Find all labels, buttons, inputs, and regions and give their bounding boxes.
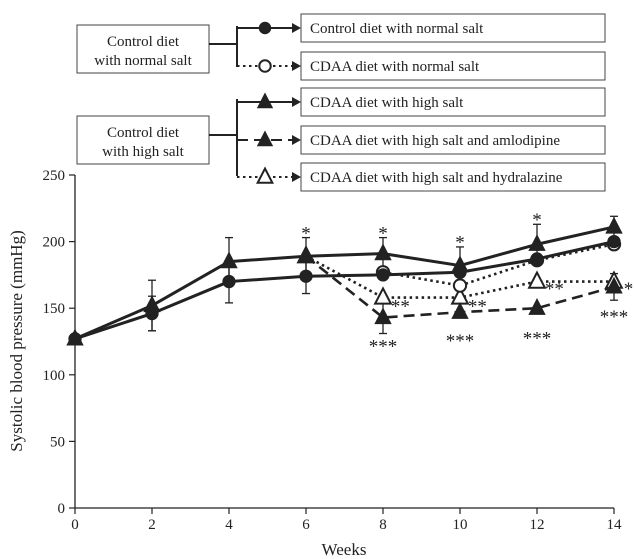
data-point: [66, 328, 84, 346]
significance-marker: **: [391, 297, 410, 318]
data-point: [374, 243, 392, 261]
legend-marker: [256, 130, 274, 147]
y-tick-label: 250: [43, 168, 66, 184]
legend-arrowhead: [292, 135, 301, 145]
data-point: [605, 216, 623, 234]
y-tick-label: 150: [43, 301, 66, 317]
legend-entry-label: CDAA diet with high salt: [310, 95, 464, 111]
series-line: [74, 225, 615, 341]
data-point: [527, 270, 547, 289]
data-point: [297, 246, 315, 263]
legend-group-box-normal-salt: [76, 24, 210, 74]
legend-entry-label: CDAA diet with high salt and hydralazine: [310, 170, 563, 186]
annotations: ************************: [301, 210, 634, 358]
y-tick-label: 50: [50, 434, 65, 450]
legend-entry-label: CDAA diet with high salt and amlodipine: [310, 133, 560, 149]
significance-marker: ***: [446, 331, 475, 352]
data-point: [299, 269, 313, 283]
data-point: [452, 278, 468, 293]
legend-group-label-line1: Control diet: [107, 34, 180, 50]
legend-bracket-normal-salt: [209, 26, 238, 67]
x-tick-label: 4: [225, 517, 233, 533]
y-tick-label: 0: [58, 501, 66, 517]
data-point: [605, 276, 623, 294]
y-tick-label: 200: [43, 235, 66, 251]
x-tick-label: 12: [530, 517, 545, 533]
data-point: [143, 295, 161, 313]
legend-entry-box: [300, 162, 606, 192]
x-tick-label: 14: [607, 517, 623, 533]
data-point: [373, 286, 393, 305]
x-tick-label: 8: [379, 517, 387, 533]
legend-entry-box: [300, 87, 606, 117]
significance-marker: *: [455, 233, 465, 254]
legend-entry-label: CDAA diet with normal salt: [310, 59, 480, 75]
data-point: [607, 234, 621, 249]
data-point: [530, 252, 544, 266]
legend-group-label-line1: Control diet: [107, 125, 180, 141]
legend-marker: [256, 92, 274, 109]
x-tick-label: 6: [302, 517, 310, 533]
significance-marker: ***: [600, 307, 629, 328]
legend-group-label-line2: with high salt: [102, 144, 184, 160]
significance-marker: **: [624, 279, 634, 300]
legend-arrowhead: [292, 61, 301, 71]
legend-bracket-high-salt: [209, 99, 238, 176]
legend-entry-box: [300, 51, 606, 81]
significance-marker: **: [545, 279, 564, 300]
significance-marker: *: [378, 223, 388, 244]
legend-group-label-line2: with normal salt: [94, 53, 192, 69]
plot-area: [66, 215, 624, 346]
legend-arrowhead: [292, 172, 301, 182]
y-axis-label: Systolic blood pressure (mmHg): [7, 230, 26, 451]
data-point: [222, 274, 236, 289]
y-tick-label: 100: [43, 368, 66, 384]
significance-marker: *: [532, 210, 542, 231]
legend-marker: [258, 59, 272, 73]
data-point: [528, 298, 546, 315]
legend: Control diet with normal salt Control di…: [76, 13, 606, 192]
series-line: [382, 242, 615, 287]
data-point: [220, 251, 238, 269]
axes: 0 50 100 150 200 250 0 2 4 6 8 10 12 14 Systolic blo…: [7, 168, 622, 559]
series-line: [74, 240, 615, 341]
legend-marker: [256, 166, 274, 184]
significance-marker: ***: [369, 336, 398, 357]
significance-marker: ***: [523, 329, 552, 350]
data-point: [528, 234, 546, 251]
legend-marker: [258, 21, 272, 35]
data-point: [451, 255, 469, 273]
data-point: [451, 302, 469, 319]
x-tick-label: 2: [148, 517, 156, 533]
legend-group-box-high-salt: [76, 115, 210, 165]
significance-marker: **: [468, 297, 487, 318]
data-point: [376, 268, 390, 282]
legend-arrowhead: [292, 23, 301, 33]
legend-arrowhead: [292, 97, 301, 107]
x-tick-label: 0: [71, 517, 79, 533]
significance-marker: *: [301, 223, 311, 244]
legend-entry-label: Control diet with normal salt: [310, 21, 484, 37]
legend-entry-box: [300, 13, 606, 43]
x-tick-label: 10: [453, 517, 468, 533]
x-axis-label: Weeks: [322, 540, 367, 559]
data-point: [374, 307, 392, 325]
